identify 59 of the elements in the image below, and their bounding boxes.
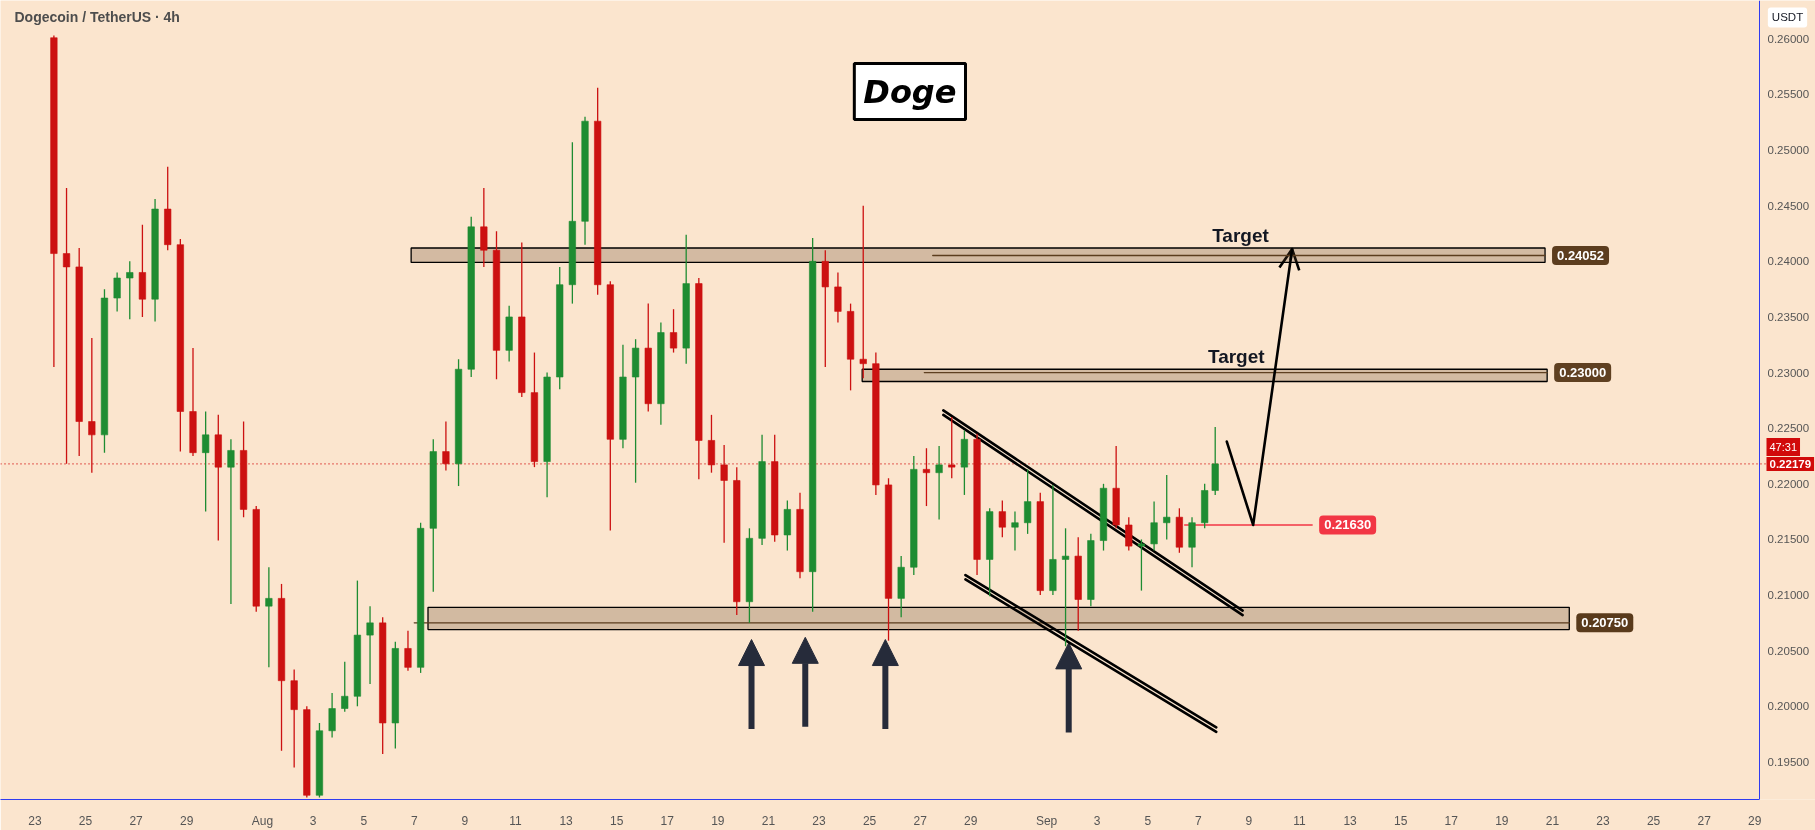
x-tick-label: 11 [1293, 813, 1307, 828]
x-tick-label: Sep [1035, 813, 1058, 828]
data-label: 0.23000 [1559, 365, 1607, 381]
y-tick-label: 0.23500 [1767, 310, 1810, 323]
x-tick-label: 9 [461, 813, 469, 828]
text: Doge [863, 72, 957, 111]
x-tick-label: 15 [609, 813, 624, 828]
x-tick-label: 5 [1144, 813, 1152, 828]
text: Dogecoin / TetherUS · 4h [14, 9, 180, 26]
x-tick-label: 21 [761, 813, 776, 828]
x-tick-label: 25 [78, 813, 93, 828]
x-tick-label: 3 [309, 813, 317, 828]
x-tick-label: 7 [410, 813, 418, 828]
ref-line-label: 0.22179 [1769, 457, 1812, 470]
annotation: Target [1212, 225, 1270, 247]
x-tick-label: 13 [559, 813, 574, 828]
y-tick-label: 0.20000 [1767, 700, 1810, 713]
y-tick-label: 0.24500 [1767, 199, 1810, 212]
x-tick-label: 11 [509, 813, 523, 828]
x-tick-label: 7 [1195, 813, 1202, 828]
annotation: 47:31 [1769, 440, 1798, 453]
x-tick-label: 27 [913, 813, 928, 828]
data-label: 0.20750 [1581, 615, 1629, 631]
x-tick-label: 21 [1545, 813, 1560, 828]
x-tick-label: 13 [1343, 813, 1358, 828]
x-tick-label: 19 [711, 813, 725, 828]
x-tick-label: 9 [1245, 813, 1253, 828]
y-tick-label: 0.22500 [1767, 422, 1810, 435]
y-tick-label: 0.21500 [1767, 533, 1810, 546]
x-tick-label: 15 [1394, 813, 1408, 828]
x-tick-label: 23 [1596, 813, 1611, 828]
x-tick-label: 27 [1697, 813, 1712, 828]
annotation: Target [1207, 346, 1266, 368]
x-tick-label: Aug [251, 813, 274, 828]
y-tick-label: 0.19500 [1767, 755, 1810, 768]
x-tick-label: 3 [1093, 813, 1101, 828]
x-tick-label: 29 [1748, 813, 1762, 828]
y-tick-label: 0.21000 [1767, 589, 1810, 602]
x-tick-label: 29 [964, 813, 978, 828]
y-axis-title: USDT [1771, 11, 1804, 24]
x-tick-label: 25 [1646, 813, 1661, 828]
x-tick-label: 17 [1444, 813, 1459, 828]
x-tick-label: 5 [360, 813, 368, 828]
y-tick-label: 0.23000 [1767, 366, 1810, 379]
y-tick-label: 0.25500 [1767, 88, 1810, 101]
y-tick-label: 0.22000 [1767, 477, 1810, 490]
x-tick-label: 23 [28, 813, 42, 828]
x-tick-label: 23 [812, 813, 826, 828]
y-tick-label: 0.20500 [1767, 644, 1810, 657]
x-tick-label: 27 [129, 813, 144, 828]
data-label: 0.21630 [1324, 517, 1372, 533]
x-tick-label: 25 [862, 813, 877, 828]
y-tick-label: 0.24000 [1767, 255, 1810, 268]
y-tick-label: 0.25000 [1767, 144, 1810, 157]
x-tick-label: 29 [180, 813, 194, 828]
x-tick-label: 19 [1495, 813, 1509, 828]
data-label: 0.24052 [1557, 248, 1605, 264]
x-tick-label: 17 [660, 813, 675, 828]
y-tick-label: 0.26000 [1767, 32, 1810, 45]
